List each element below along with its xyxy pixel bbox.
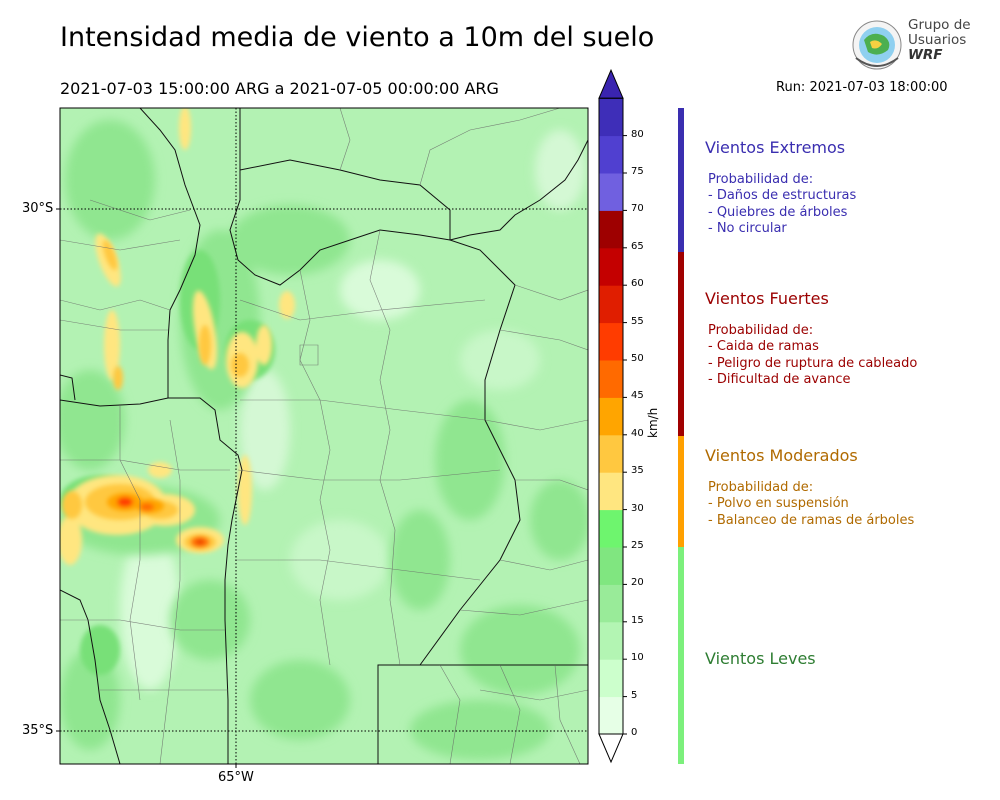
graticule [60,108,588,764]
lat-label-30s: 30°S [22,201,54,216]
category-moderados-desc: Probabilidad de: - Polvo en suspensión -… [708,480,914,529]
department-boundaries [60,108,588,764]
colorbar-tick-label: 25 [631,540,644,551]
category-moderados-line: - Polvo en suspensión [708,496,849,512]
category-extremos-title: Vientos Extremos [705,138,846,157]
category-extremos-line: - No circular [708,220,787,236]
colorbar-tick-label: 35 [631,465,644,477]
colorbar-segment [599,247,623,286]
colorbar-tick-label: 50 [631,353,644,364]
colorbar-tick-label: 40 [631,427,644,439]
colorbar-segment [599,509,623,548]
colorbar-tick-label: 55 [631,315,644,327]
province-boundaries [60,108,588,764]
colorbar-tick-label: 45 [631,390,644,402]
colorbar-segment [599,584,623,623]
category-fuertes-line: - Dificultad de avance [708,371,851,387]
colorbar-segment [599,696,623,735]
colorbar-tick-label: 65 [631,240,644,252]
low-wind-patches [120,130,585,690]
category-bars [678,108,684,764]
category-bar-leves [678,547,684,764]
colorbar-tick-label: 15 [631,614,644,626]
logo-line1: Grupo de [908,17,971,33]
colorbar-unit-label: km/h [646,407,660,438]
forecast-period: 2021-07-03 15:00:00 ARG a 2021-07-05 00:… [60,79,499,98]
strong-wind-zones [107,493,209,547]
colorbar-tick-label: 75 [631,166,644,177]
category-bar-fuertes [678,252,684,436]
category-fuertes-line: - Caida de ramas [708,339,819,355]
category-bar-moderados [678,436,684,547]
colorbar-segment [599,547,623,585]
colorbar-tick-label: 60 [631,278,644,290]
colorbar-segment [599,173,623,211]
colorbar-segment [599,397,623,436]
colorbar-segment [599,659,623,698]
colorbar-tick-label: 5 [631,689,638,701]
colorbar-extend-top [598,68,624,99]
colorbar-segment [599,135,623,174]
map-frame [59,107,589,765]
category-extremos-line: Probabilidad de: [708,172,814,187]
map-title: Intensidad media de viento a 10m del sue… [60,22,655,53]
category-extremos-line: - Daños de estructuras [708,188,857,204]
colorbar-segment [599,472,623,511]
colorbar-tick-label: 30 [631,502,644,514]
category-bar-extremos [678,108,684,252]
colorbar-tick-label: 20 [631,577,644,589]
colorbar-segment [599,322,623,361]
colorbar [598,68,627,764]
category-extremos-desc: Probabilidad de: - Daños de estructuras … [708,172,856,237]
logo-text: Grupo de Usuarios WRF [908,18,971,63]
category-fuertes-title: Vientos Fuertes [705,289,829,308]
category-fuertes-line: - Peligro de ruptura de cableado [708,355,918,371]
category-moderados-line: Probabilidad de: [708,480,814,495]
colorbar-tick-label: 80 [631,128,644,140]
colorbar-frame [598,97,624,735]
colorbar-segment [599,285,623,324]
colorbar-segment [599,210,623,249]
lon-label-65w: 65°W [218,770,254,785]
wind-intensity-map [60,108,588,764]
colorbar-segment [599,621,623,660]
colorbar-extend-bottom [598,733,624,764]
colorbar-segment [599,98,623,137]
category-extremos-line: - Quiebres de árboles [708,204,848,220]
category-fuertes-desc: Probabilidad de: - Caida de ramas - Peli… [708,323,917,388]
colorbar-segment [599,360,623,398]
run-time: Run: 2021-07-03 18:00:00 [776,80,948,95]
graticule-ticks [56,208,237,768]
colorbar-tick-label: 70 [631,203,644,215]
colorbar-tick-label: 0 [631,727,638,738]
logo-line3: WRF [908,47,943,63]
lat-label-35s: 35°S [22,723,54,738]
category-moderados-line: - Balanceo de ramas de árboles [708,512,915,528]
logo-line2: Usuarios [908,32,967,48]
grupo-wrf-logo [852,20,902,70]
colorbar-segment [599,434,623,473]
category-leves-title: Vientos Leves [705,649,816,668]
category-fuertes-line: Probabilidad de: [708,323,814,338]
category-moderados-title: Vientos Moderados [705,446,858,465]
colorbar-tick-label: 10 [631,652,644,664]
